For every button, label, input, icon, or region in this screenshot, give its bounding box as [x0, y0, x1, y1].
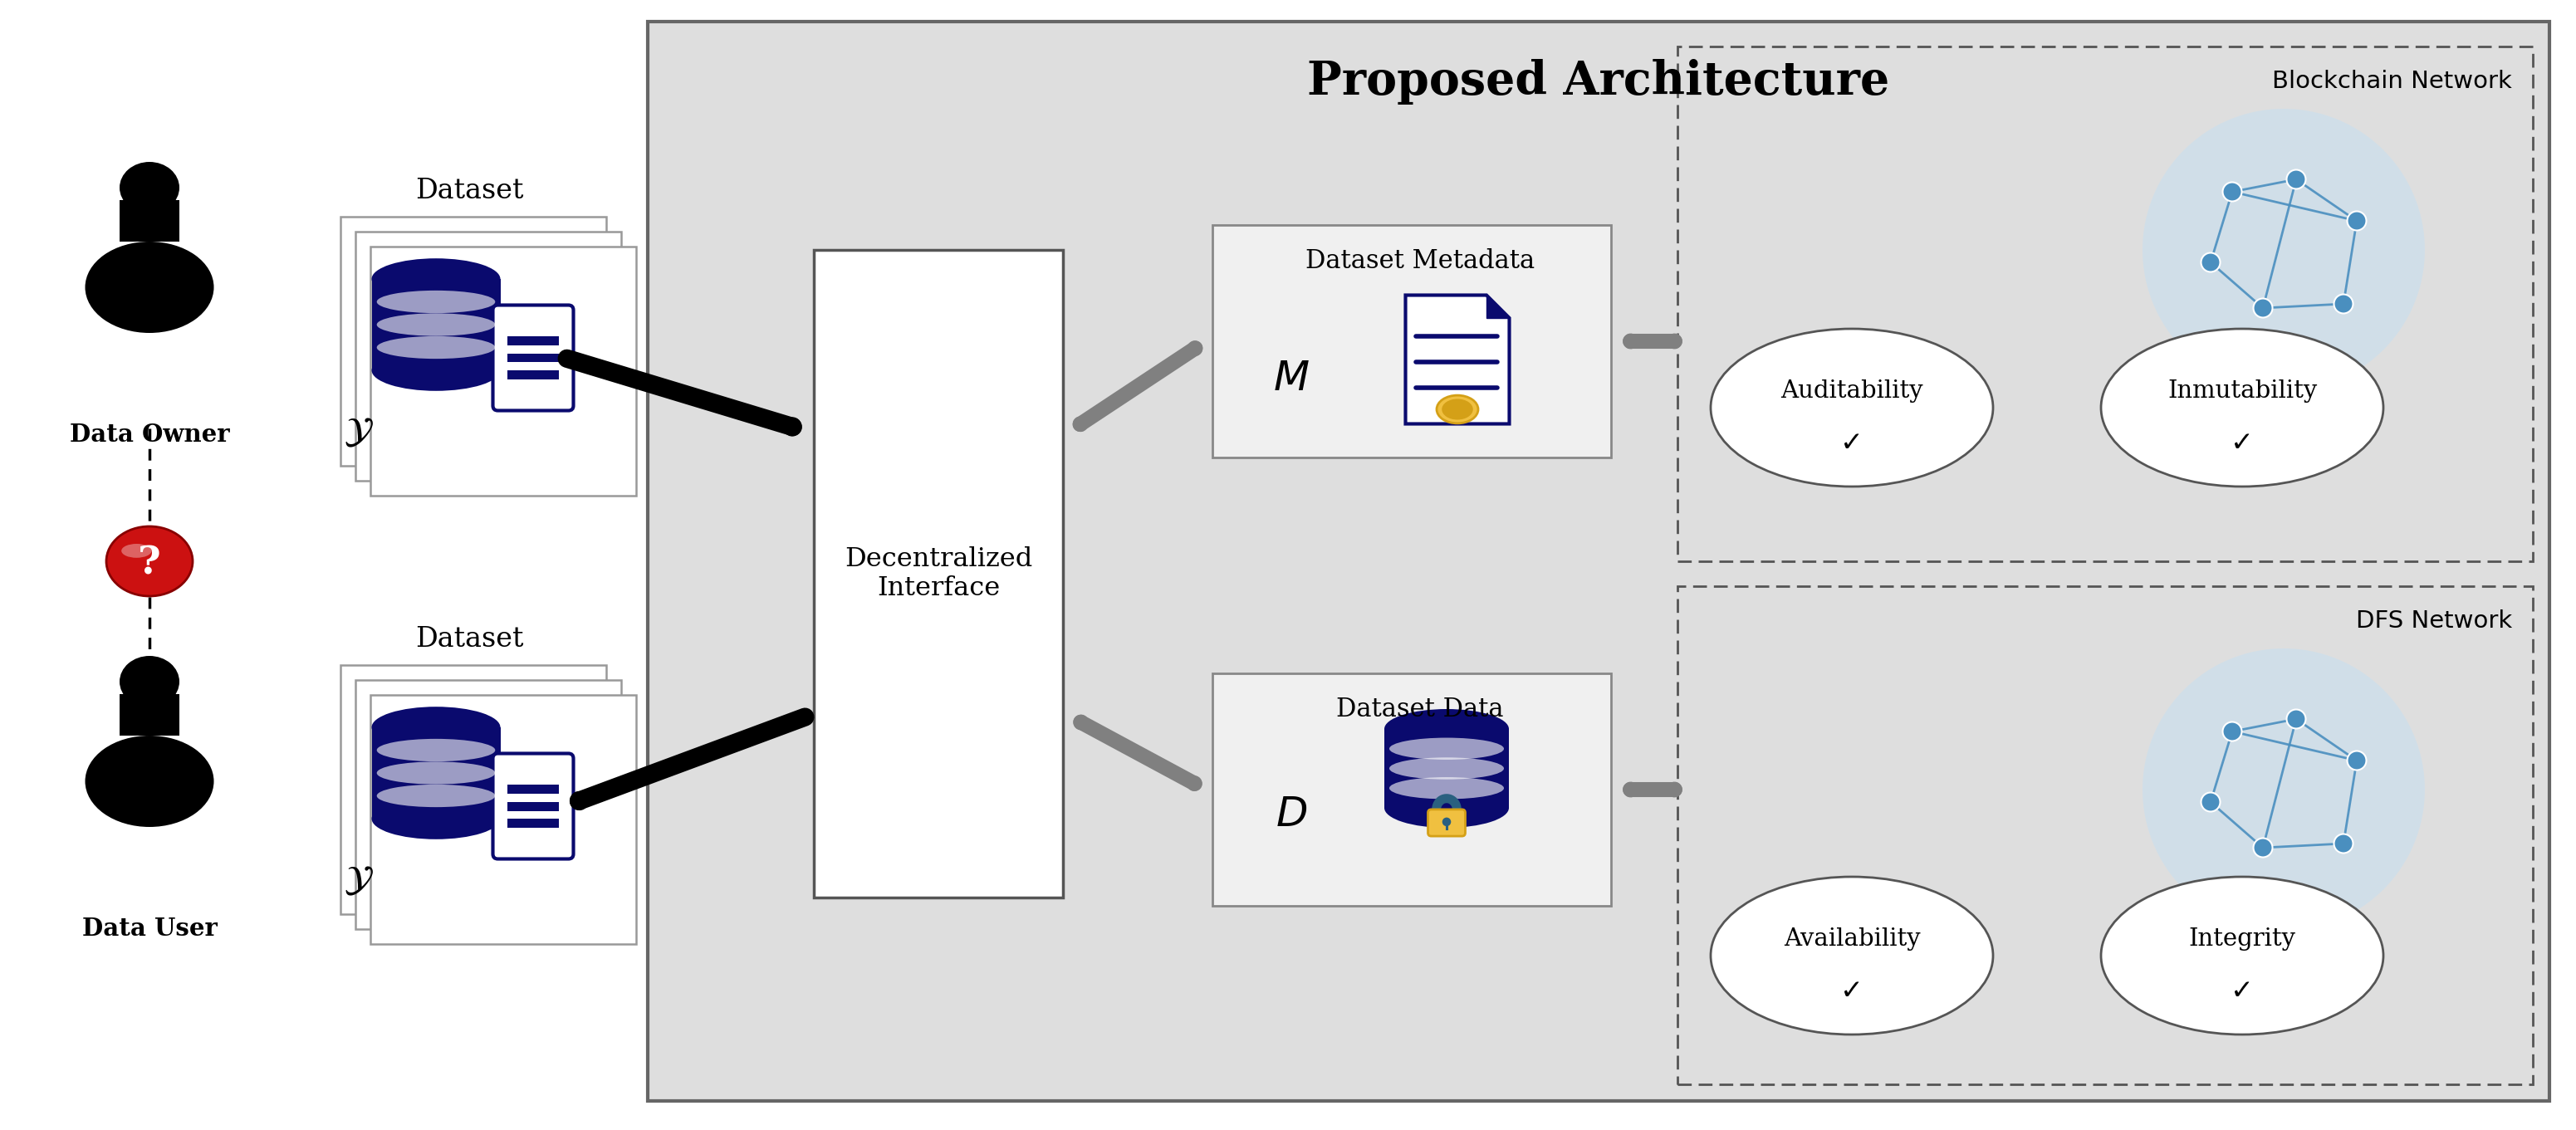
FancyBboxPatch shape: [1427, 809, 1466, 836]
Text: Data User: Data User: [82, 916, 216, 940]
Ellipse shape: [376, 313, 495, 336]
Ellipse shape: [371, 706, 500, 748]
Ellipse shape: [1388, 777, 1504, 799]
Ellipse shape: [371, 798, 500, 840]
FancyBboxPatch shape: [118, 200, 180, 242]
Text: Dataset Metadata: Dataset Metadata: [1306, 249, 1535, 273]
Text: ✓: ✓: [2231, 429, 2254, 457]
Text: ✓: ✓: [2231, 976, 2254, 1005]
Ellipse shape: [118, 655, 180, 707]
Circle shape: [2254, 298, 2272, 318]
Text: Dataset: Dataset: [415, 626, 523, 653]
FancyBboxPatch shape: [355, 232, 621, 480]
FancyBboxPatch shape: [492, 754, 574, 859]
Text: $M$: $M$: [1273, 358, 1309, 399]
Text: Data Owner: Data Owner: [70, 423, 229, 446]
Circle shape: [2347, 751, 2367, 770]
Circle shape: [2143, 649, 2424, 931]
Circle shape: [2223, 182, 2241, 201]
Circle shape: [2347, 211, 2367, 231]
Circle shape: [2254, 838, 2272, 858]
Ellipse shape: [1710, 329, 1994, 487]
FancyBboxPatch shape: [507, 784, 559, 793]
Text: Availability: Availability: [1783, 928, 1919, 950]
FancyBboxPatch shape: [340, 666, 605, 914]
Ellipse shape: [1388, 757, 1504, 780]
Ellipse shape: [2102, 877, 2383, 1035]
Polygon shape: [1383, 729, 1510, 808]
Circle shape: [2334, 294, 2352, 313]
Ellipse shape: [376, 762, 495, 784]
FancyBboxPatch shape: [647, 21, 2550, 1101]
FancyBboxPatch shape: [814, 250, 1064, 897]
Circle shape: [2287, 170, 2306, 189]
Text: Dataset Data: Dataset Data: [1337, 696, 1504, 722]
Circle shape: [2143, 108, 2424, 391]
FancyBboxPatch shape: [492, 305, 574, 410]
Text: Decentralized
Interface: Decentralized Interface: [845, 546, 1033, 601]
Text: Integrity: Integrity: [2190, 928, 2295, 950]
Text: ✓: ✓: [1839, 976, 1862, 1005]
FancyBboxPatch shape: [1213, 673, 1610, 906]
Ellipse shape: [1383, 709, 1510, 749]
Text: Inmutability: Inmutability: [2166, 380, 2316, 402]
FancyBboxPatch shape: [507, 336, 559, 346]
FancyBboxPatch shape: [507, 801, 559, 810]
Ellipse shape: [1383, 788, 1510, 828]
FancyBboxPatch shape: [118, 694, 180, 736]
FancyBboxPatch shape: [507, 354, 559, 363]
Ellipse shape: [1443, 399, 1473, 419]
Ellipse shape: [1437, 396, 1479, 424]
Ellipse shape: [118, 162, 180, 214]
Text: ?: ?: [139, 544, 162, 582]
FancyBboxPatch shape: [371, 246, 636, 496]
FancyBboxPatch shape: [1213, 225, 1610, 458]
Ellipse shape: [2102, 329, 2383, 487]
Ellipse shape: [85, 242, 214, 333]
Circle shape: [2287, 710, 2306, 729]
Circle shape: [2334, 834, 2352, 853]
FancyBboxPatch shape: [340, 217, 605, 466]
Ellipse shape: [376, 290, 495, 313]
Text: $D$: $D$: [1275, 794, 1306, 835]
Circle shape: [2200, 792, 2221, 811]
Polygon shape: [1486, 295, 1510, 318]
Ellipse shape: [376, 739, 495, 762]
Text: ✓: ✓: [1839, 429, 1862, 457]
Ellipse shape: [106, 527, 193, 597]
FancyBboxPatch shape: [371, 695, 636, 944]
Text: DFS Network: DFS Network: [2354, 609, 2512, 633]
Ellipse shape: [85, 736, 214, 827]
Polygon shape: [371, 728, 500, 818]
Text: Proposed Architecture: Proposed Architecture: [1309, 59, 1891, 105]
Ellipse shape: [371, 259, 500, 299]
Ellipse shape: [371, 349, 500, 391]
Polygon shape: [371, 279, 500, 371]
Text: Dataset: Dataset: [415, 177, 523, 205]
Ellipse shape: [1388, 738, 1504, 759]
Ellipse shape: [121, 544, 152, 558]
Circle shape: [2200, 253, 2221, 272]
Ellipse shape: [1710, 877, 1994, 1035]
Circle shape: [2223, 722, 2241, 741]
Text: $\mathcal{Y}$: $\mathcal{Y}$: [343, 415, 374, 451]
FancyBboxPatch shape: [355, 680, 621, 929]
Circle shape: [1443, 817, 1450, 826]
FancyBboxPatch shape: [507, 819, 559, 828]
Ellipse shape: [376, 336, 495, 359]
Ellipse shape: [376, 784, 495, 807]
FancyBboxPatch shape: [507, 371, 559, 380]
Text: Auditability: Auditability: [1780, 380, 1924, 402]
Text: $\mathcal{Y}$: $\mathcal{Y}$: [343, 863, 374, 898]
Text: Blockchain Network: Blockchain Network: [2272, 70, 2512, 93]
Polygon shape: [1406, 295, 1510, 424]
